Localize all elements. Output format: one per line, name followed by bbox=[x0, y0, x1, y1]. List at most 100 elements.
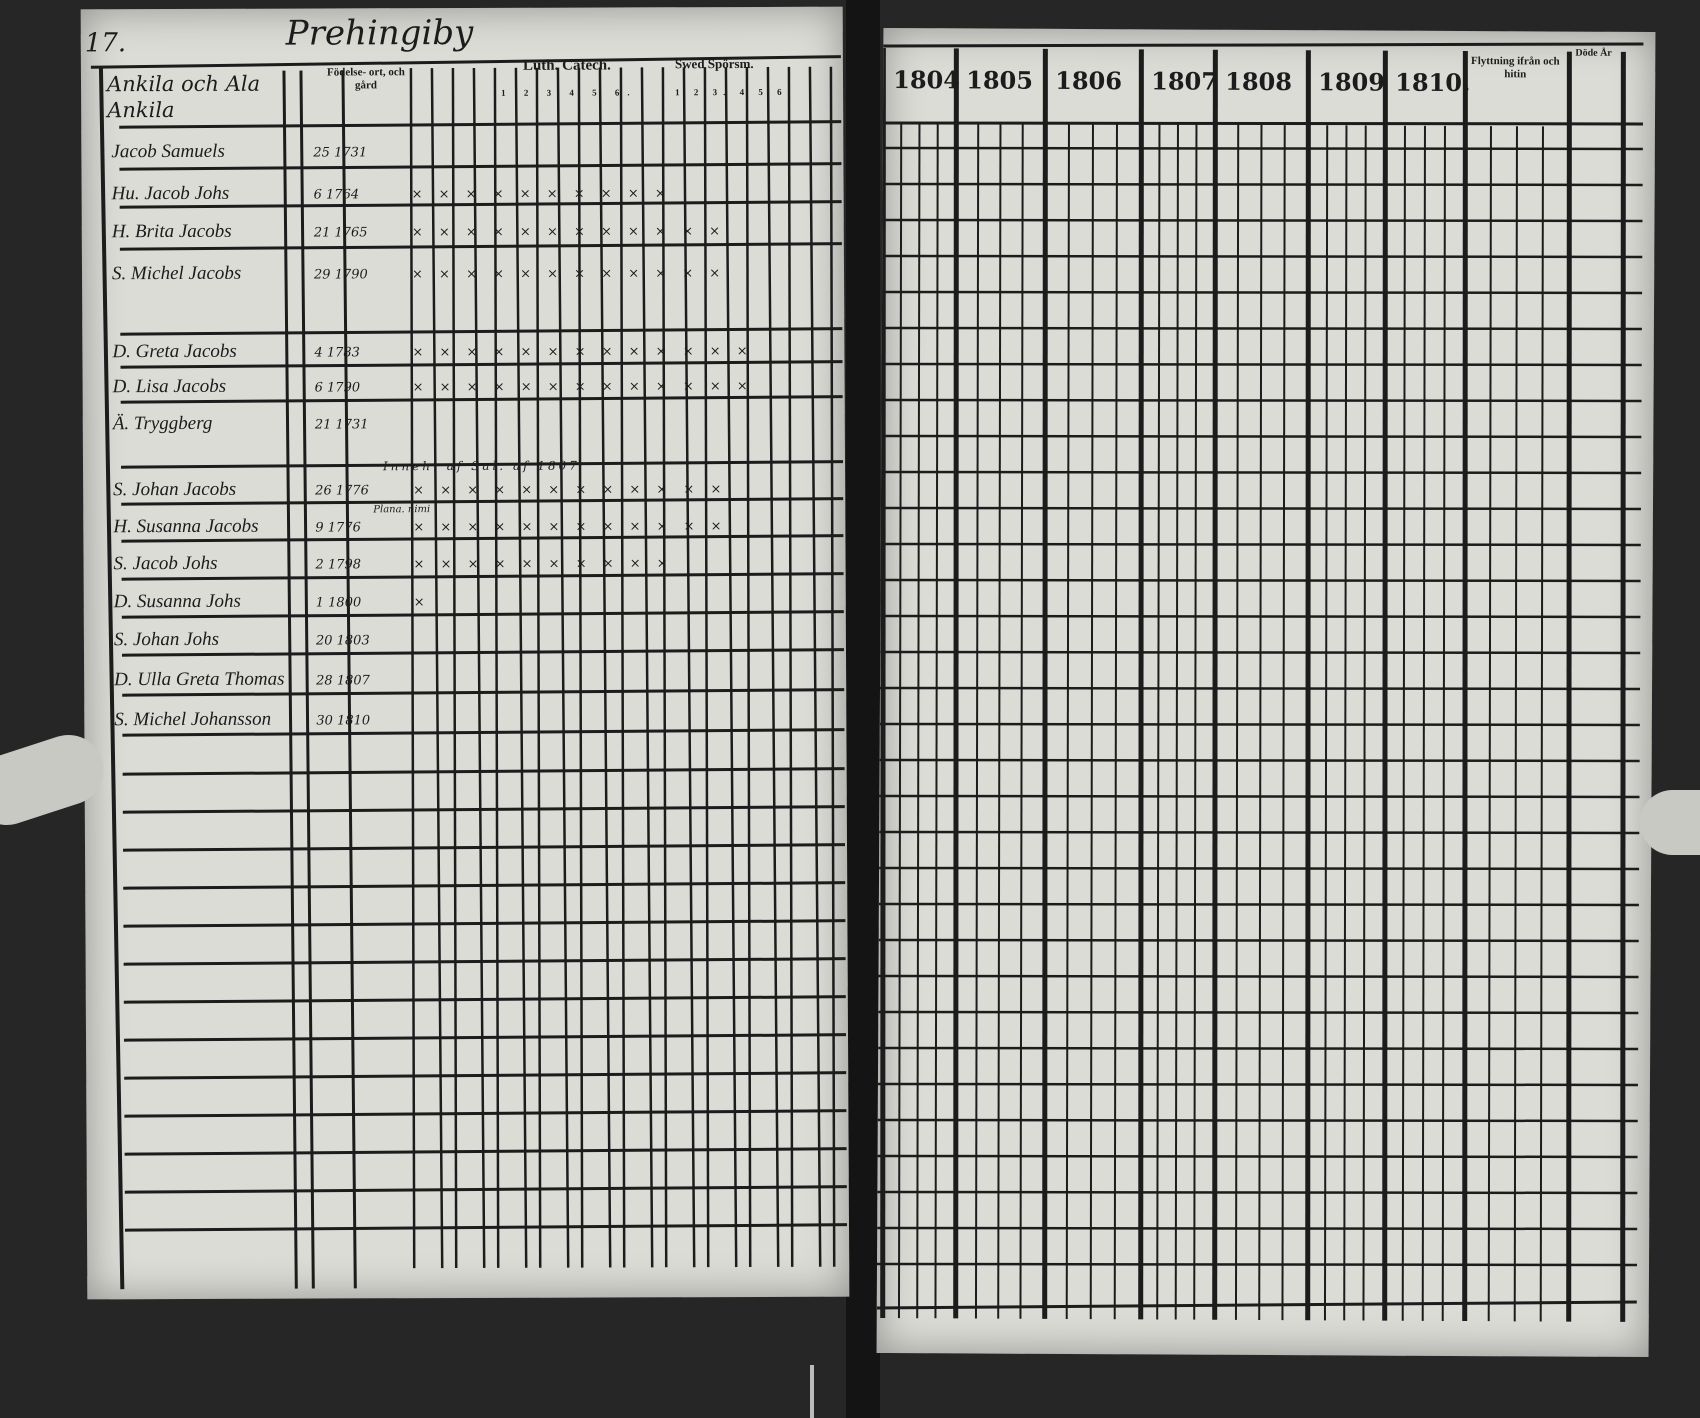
row-rule bbox=[877, 1082, 1638, 1087]
right-page: 1804 1805 1806 1807 1808 1809 1810. Flyttning … bbox=[876, 27, 1656, 1358]
row-birth: 21 1731 bbox=[314, 417, 369, 433]
column-rule bbox=[829, 66, 836, 1267]
row-rule bbox=[878, 974, 1639, 979]
row-rule bbox=[120, 395, 843, 404]
column-rule bbox=[1441, 125, 1446, 1321]
row-birth: 26 1776 bbox=[315, 483, 369, 499]
margin-rule bbox=[98, 67, 125, 1290]
column-rule bbox=[1401, 125, 1406, 1321]
row-checks: × × × × × × × × × × × × bbox=[413, 519, 728, 536]
row-birth: 25 1731 bbox=[313, 145, 368, 161]
year-rule bbox=[1382, 50, 1388, 1321]
year-header: 1805 bbox=[966, 65, 1034, 95]
column-rule bbox=[1487, 126, 1492, 1322]
row-rule bbox=[124, 1109, 847, 1118]
column-rule bbox=[282, 70, 298, 1289]
column-rule bbox=[430, 68, 444, 1269]
row-name: S. Michel Jacobs bbox=[111, 262, 242, 285]
catechism-header: Luth. Catech. bbox=[522, 57, 611, 74]
row-rule bbox=[123, 843, 846, 852]
row-rule bbox=[122, 805, 845, 814]
note-1: Inneh. af Sal. af 1807 bbox=[382, 458, 580, 474]
row-birth: 1 1800 bbox=[315, 595, 362, 611]
row-rule bbox=[121, 534, 844, 543]
left-page: 17. Prehingiby Ankila och Ala Ankila Föd… bbox=[80, 6, 850, 1300]
row-rule bbox=[877, 1118, 1638, 1123]
row-checks: × × × × × × × × × × × × × bbox=[412, 378, 754, 396]
column-rule bbox=[514, 67, 528, 1268]
right-page-grid bbox=[876, 42, 1644, 1322]
column-rule bbox=[409, 68, 416, 1269]
column-rule bbox=[1174, 124, 1179, 1320]
year-header: 1809 bbox=[1318, 67, 1386, 97]
row-name: S. Johan Johs bbox=[113, 628, 219, 651]
column-rule bbox=[472, 67, 486, 1268]
row-checks: × × × × × × × × × × × × bbox=[411, 224, 727, 241]
column-rule bbox=[934, 123, 939, 1319]
row-rule bbox=[878, 902, 1639, 907]
row-rule bbox=[122, 767, 845, 776]
spine-mark bbox=[810, 1365, 814, 1418]
note-2: Plana. nimi bbox=[373, 504, 431, 516]
column-rule bbox=[1343, 125, 1348, 1321]
column-rule bbox=[1539, 126, 1544, 1322]
column-rule bbox=[916, 123, 921, 1319]
row-birth: 9 1776 bbox=[315, 520, 361, 536]
row-rule bbox=[120, 360, 843, 369]
questions-header: Swed Spörsm. bbox=[674, 55, 754, 72]
column-rule bbox=[1281, 125, 1286, 1321]
birth-header: Födelse- ort, och gård bbox=[326, 66, 405, 92]
year-header: 1810. bbox=[1395, 67, 1471, 98]
row-rule bbox=[882, 182, 1643, 187]
column-rule bbox=[661, 67, 668, 1268]
row-rule bbox=[121, 497, 844, 506]
row-birth: 6 1764 bbox=[313, 187, 360, 203]
column-rule bbox=[745, 67, 752, 1268]
row-name: S. Michel Johansson bbox=[114, 708, 272, 731]
row-birth: 29 1790 bbox=[313, 267, 368, 283]
column-rule bbox=[766, 66, 780, 1267]
column-rule bbox=[1421, 125, 1426, 1321]
row-rule bbox=[123, 995, 846, 1004]
row-rule bbox=[123, 919, 846, 928]
row-rule bbox=[878, 1046, 1639, 1051]
year-rule bbox=[1138, 49, 1144, 1320]
column-rule bbox=[1193, 124, 1198, 1320]
row-rule bbox=[882, 146, 1643, 151]
column-rule bbox=[1234, 124, 1240, 1320]
year-rule bbox=[1305, 50, 1311, 1321]
questions-columns: 1 2 3. 4 5 6. bbox=[675, 86, 796, 98]
row-name: D. Lisa Jacobs bbox=[112, 375, 227, 398]
column-rule bbox=[556, 67, 570, 1268]
row-rule bbox=[121, 460, 844, 469]
row-name: D. Susanna Johs bbox=[113, 590, 241, 613]
column-rule bbox=[682, 67, 696, 1268]
left-page-grid bbox=[90, 55, 848, 1290]
row-birth: 2 1798 bbox=[315, 557, 362, 573]
row-rule bbox=[123, 957, 846, 966]
year-rule bbox=[880, 47, 886, 1319]
row-name: D. Ulla Greta Thomas bbox=[114, 668, 285, 691]
column-rule bbox=[598, 67, 612, 1268]
row-rule bbox=[877, 1154, 1638, 1159]
row-checks: × × × × × × × × × × × × bbox=[413, 482, 728, 499]
row-checks: × × × × × × × × × × × × bbox=[411, 266, 727, 283]
column-rule bbox=[493, 67, 500, 1268]
row-birth: 28 1807 bbox=[316, 673, 370, 689]
row-rule bbox=[120, 327, 843, 336]
row-rule bbox=[124, 1071, 847, 1080]
row-name: H. Susanna Jacobs bbox=[113, 515, 259, 538]
column-rule bbox=[1019, 123, 1024, 1319]
column-rule bbox=[724, 67, 738, 1268]
row-rule bbox=[878, 1010, 1639, 1015]
column-rule bbox=[1362, 125, 1367, 1321]
row-rule bbox=[124, 1185, 847, 1194]
row-rule bbox=[882, 254, 1643, 259]
row-rule bbox=[877, 1226, 1638, 1231]
header-bottom-rule bbox=[882, 121, 1643, 126]
column-rule bbox=[974, 123, 980, 1319]
book-gutter bbox=[846, 0, 880, 1418]
row-rule bbox=[119, 242, 842, 251]
column-rule bbox=[1323, 125, 1329, 1321]
year-rule bbox=[1620, 51, 1626, 1322]
